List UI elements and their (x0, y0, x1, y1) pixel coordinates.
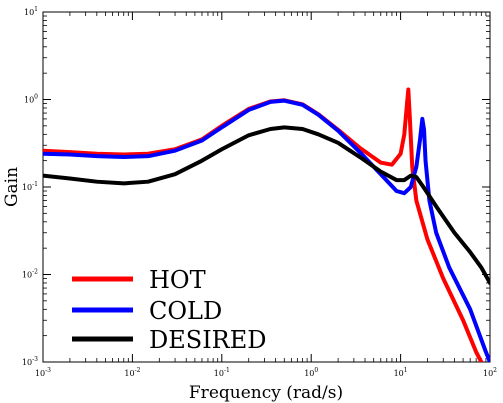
series-line-cold (43, 98, 490, 362)
x-tick-label: 100 (304, 367, 318, 378)
y-tick-label: 10-2 (22, 269, 38, 280)
x-axis-title: Frequency (rad/s) (189, 383, 343, 403)
y-axis-title: Gain (2, 167, 22, 207)
series-layer (43, 87, 490, 362)
y-tick-label: 10-1 (22, 181, 38, 192)
series-line-desired (43, 125, 490, 285)
legend-label-desired: DESIRED (149, 326, 267, 354)
x-tick-label: 102 (483, 367, 497, 378)
x-tick-label: 10-1 (214, 367, 230, 378)
x-tick-label: 10-2 (124, 367, 140, 378)
y-tick-label: 101 (24, 6, 38, 17)
legend-label-cold: COLD (149, 297, 222, 325)
y-tick-label: 10-3 (22, 356, 38, 367)
x-tick-label: 10-3 (35, 367, 51, 378)
x-tick-label: 101 (394, 367, 408, 378)
y-axis: 10-3 10-2 10-1 100 101 (22, 6, 490, 367)
legend-label-hot: HOT (149, 266, 206, 294)
y-tick-label: 100 (24, 94, 38, 105)
